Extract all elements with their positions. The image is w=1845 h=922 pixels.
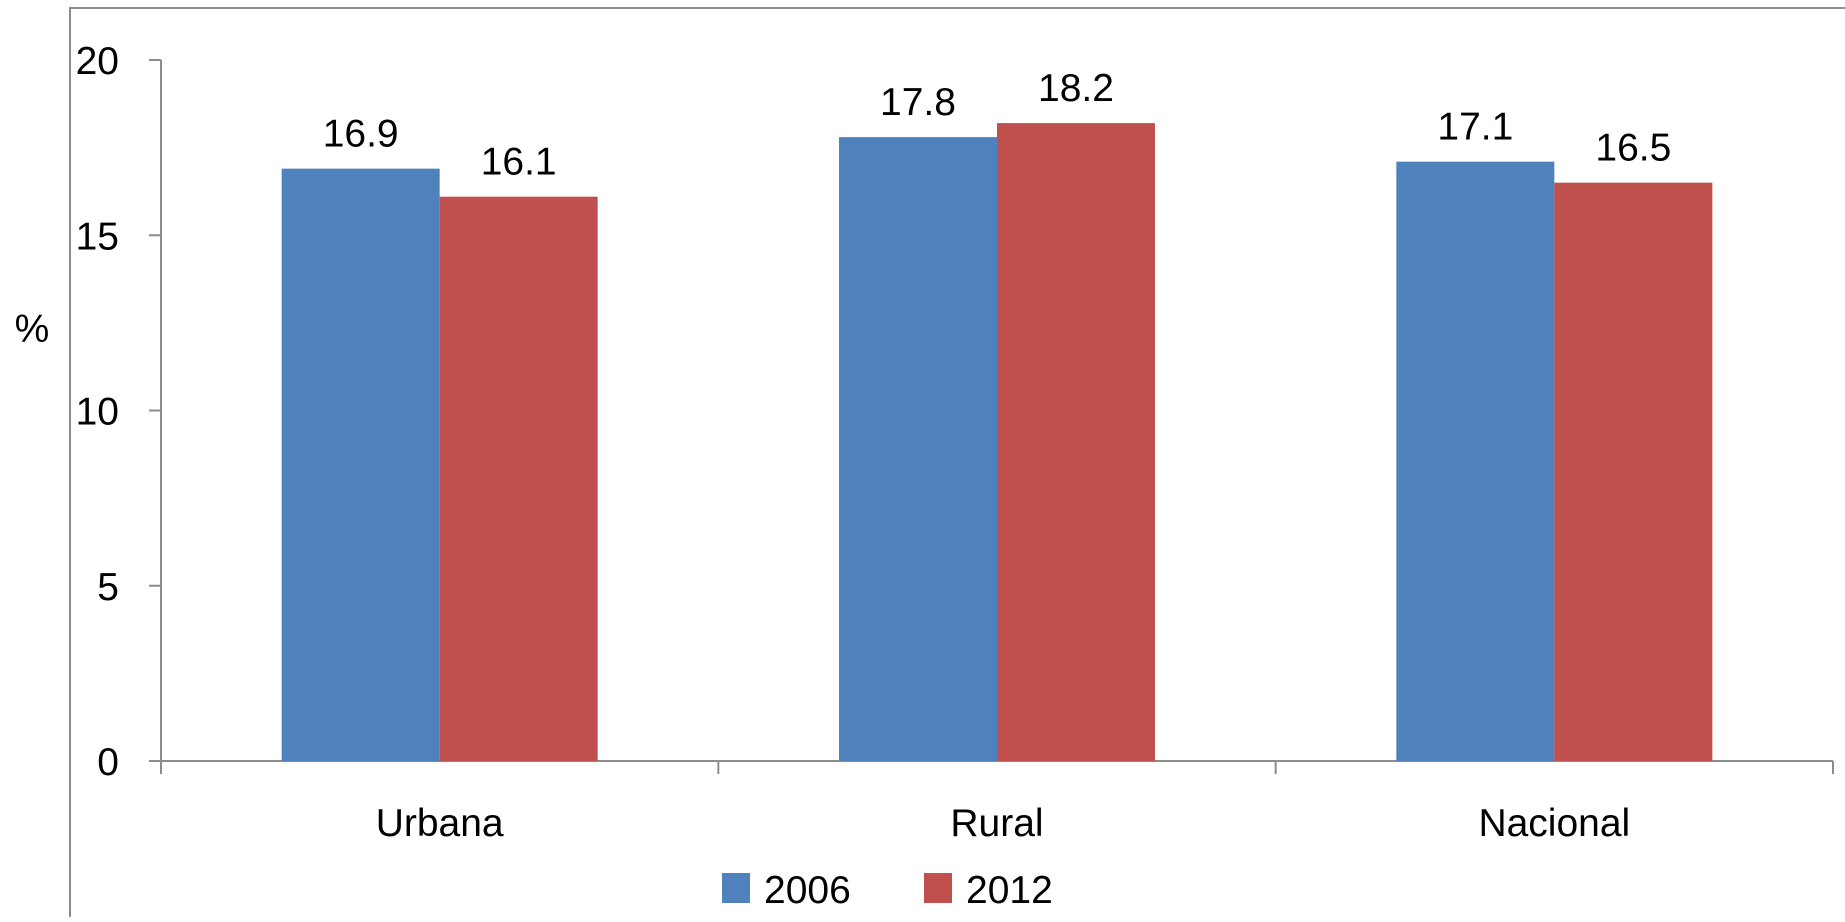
legend: 2006 2012	[722, 869, 1053, 912]
bar-2006-urbana	[281, 168, 440, 761]
data-label: 17.1	[1437, 106, 1513, 149]
legend-swatch-2006	[722, 873, 750, 903]
data-labels-group: 16.9 16.1 17.8 18.2 17.1 16.5	[323, 67, 1672, 184]
bars-group	[281, 123, 1713, 762]
y-tick-label: 15	[76, 215, 119, 258]
y-axis: 0 5 10 15 20	[76, 40, 162, 784]
x-category-label: Nacional	[1478, 802, 1630, 845]
data-label: 18.2	[1038, 67, 1114, 110]
bar-2012-urbana	[439, 196, 598, 761]
data-label: 17.8	[880, 81, 956, 124]
data-label: 16.1	[481, 141, 557, 184]
bar-2012-rural	[997, 123, 1155, 762]
legend-swatch-2012	[924, 873, 952, 903]
y-axis-title: %	[15, 308, 50, 351]
x-category-label: Urbana	[376, 802, 504, 845]
y-tick-label: 10	[76, 391, 119, 434]
legend-label: 2012	[966, 869, 1053, 912]
y-tick-label: 5	[97, 566, 119, 609]
bar-2006-rural	[839, 137, 997, 762]
y-tick-label: 20	[76, 40, 119, 83]
x-category-label: Rural	[950, 802, 1043, 845]
y-tick-label: 0	[97, 741, 119, 784]
data-label: 16.9	[323, 113, 399, 156]
data-label: 16.5	[1595, 127, 1671, 170]
bar-2006-nacional	[1396, 161, 1555, 761]
legend-label: 2006	[764, 869, 851, 912]
bar-2012-nacional	[1554, 182, 1713, 762]
